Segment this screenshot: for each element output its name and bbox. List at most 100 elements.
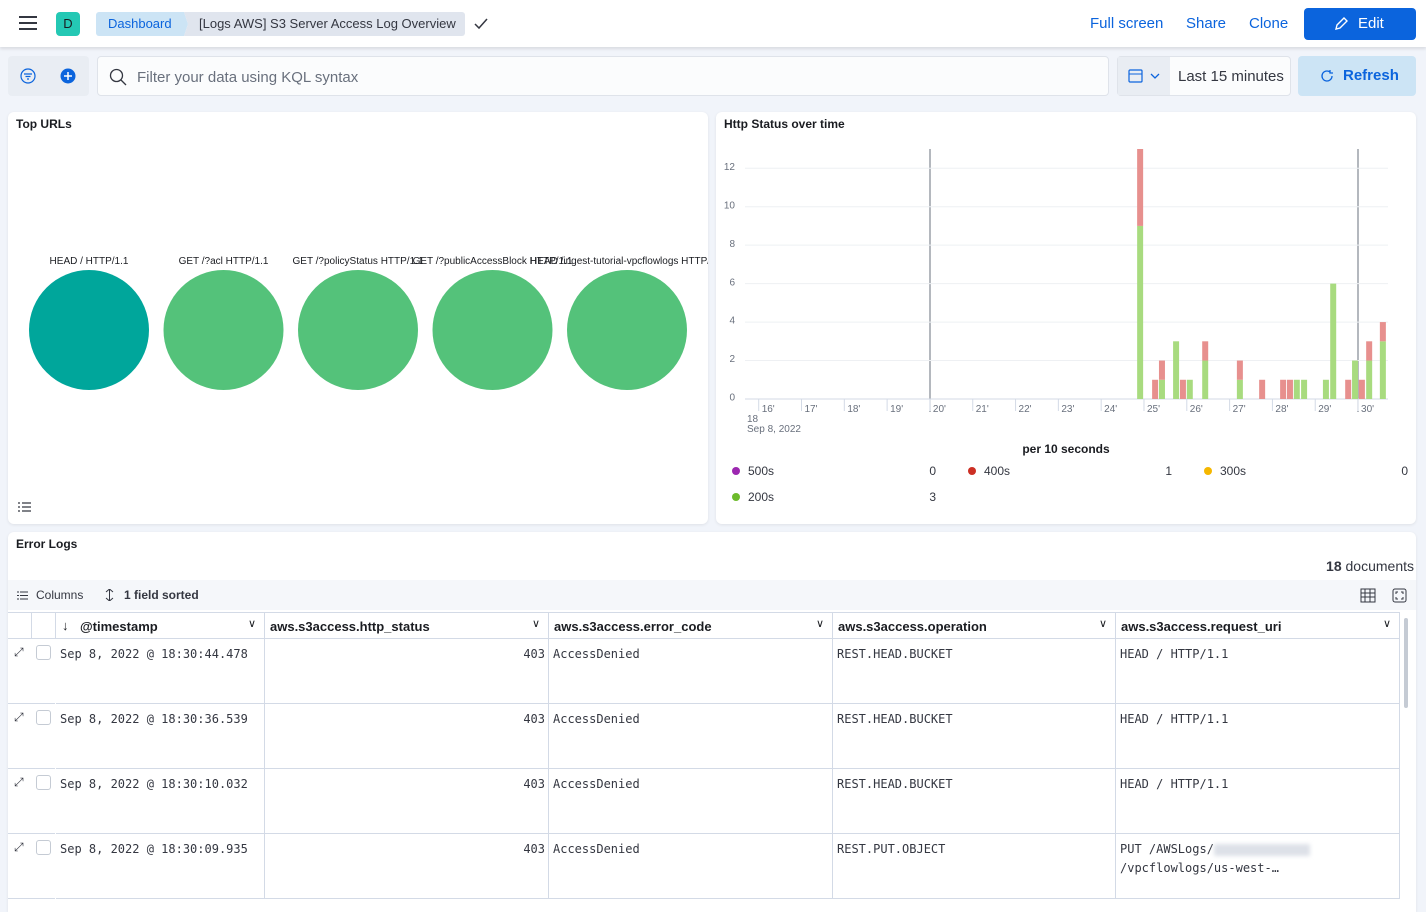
bar — [1352, 360, 1359, 399]
cell-border — [55, 834, 56, 899]
row-checkbox[interactable] — [36, 645, 51, 660]
bar — [1293, 379, 1300, 399]
bar — [1259, 379, 1266, 399]
quick-menu[interactable] — [1118, 57, 1170, 95]
grid-cell: 403 — [523, 777, 545, 791]
bar — [1379, 322, 1386, 342]
panel-title: Top URLs — [16, 117, 72, 131]
bar — [1173, 341, 1180, 399]
expand-button[interactable]: ⤢ — [14, 645, 24, 659]
bar — [1345, 379, 1352, 399]
kql-input[interactable]: Filter your data using KQL syntax — [97, 56, 1109, 96]
x-tick-label: 22' — [1019, 404, 1032, 415]
expand-button[interactable]: ⤢ — [14, 710, 24, 724]
menu-icon[interactable] — [19, 16, 37, 30]
bar — [1179, 379, 1186, 399]
share-link[interactable]: Share — [1186, 15, 1227, 32]
expand-button[interactable]: ⤢ — [14, 775, 24, 789]
bar — [1158, 379, 1165, 399]
error-logs-panel: Error Logs 18 documents Columns 1 field … — [8, 532, 1416, 912]
cell-border — [1399, 769, 1400, 834]
uri-part: /vpcflowlogs/us-west-… — [1120, 861, 1279, 875]
bubble-label: HEAD /ingest-tutorial-vpcflowlogs HTTP/1… — [530, 256, 708, 267]
x-tick-label: 29' — [1318, 404, 1331, 415]
bubble — [432, 270, 553, 390]
column-menu: ∨ — [247, 618, 256, 630]
space-badge[interactable]: D — [56, 12, 80, 36]
cell-border — [1399, 834, 1400, 899]
x-tick-label: 30' — [1361, 404, 1374, 415]
cell-border — [55, 769, 56, 834]
bar — [1322, 379, 1329, 399]
panel-title: Error Logs — [16, 537, 78, 551]
column-name: @timestamp — [80, 619, 158, 634]
x-tick-label: 20' — [933, 404, 946, 415]
grid-row: ⤢ Sep 8, 2022 @ 18:30:36.539 403 AccessDeni… — [8, 704, 1400, 769]
grid-row: ⤢ Sep 8, 2022 @ 18:30:09.935 403 AccessDeni… — [8, 834, 1400, 899]
grid-cell: REST.HEAD.BUCKET — [837, 647, 953, 661]
cell-border — [548, 639, 549, 704]
refresh-button[interactable]: Refresh — [1298, 56, 1416, 96]
cell-border — [548, 704, 549, 769]
legend-toggle[interactable] — [18, 502, 31, 514]
clone-link[interactable]: Clone — [1249, 15, 1289, 32]
bar — [1152, 379, 1159, 399]
bubble — [29, 270, 149, 390]
bar — [1280, 379, 1287, 399]
cell-border — [264, 834, 265, 899]
columns-button[interactable]: Columns — [36, 588, 84, 602]
redacted — [1213, 843, 1310, 856]
legend-label: 200s — [748, 490, 774, 504]
filter-icon[interactable] — [20, 68, 36, 84]
legend-dot — [968, 467, 976, 475]
cell-border — [832, 834, 833, 899]
bar — [1236, 360, 1243, 380]
grid-row: ⤢ Sep 8, 2022 @ 18:30:44.478 403 AccessDeni… — [8, 639, 1400, 704]
breadcrumb[interactable]: Dashboard — [96, 12, 188, 36]
calendar-icon — [1128, 69, 1160, 83]
refresh-icon — [1321, 70, 1333, 82]
column-name: aws.s3access.operation — [838, 619, 987, 634]
grid-toolbar: Columns 1 field sorted — [8, 580, 1416, 610]
row-checkbox[interactable] — [36, 775, 51, 790]
expand-button[interactable]: ⤢ — [14, 840, 24, 854]
cell-border — [548, 769, 549, 834]
bar — [1202, 341, 1209, 361]
x-tick-label: 25' — [1147, 404, 1160, 415]
fullscreen-icon[interactable] — [1392, 588, 1407, 603]
cell-border — [55, 704, 56, 769]
cell-border — [832, 769, 833, 834]
bar — [1158, 360, 1165, 380]
bar — [1236, 379, 1243, 399]
x-tick-label: 16' — [762, 404, 775, 415]
bar — [1202, 360, 1209, 399]
add-filter-icon[interactable] — [60, 68, 76, 84]
grid-cell: PUT /AWSLogs/ /vpcflowlogs/us-west-… — [1116, 834, 1400, 899]
column-header: aws.s3access.request_uri ∨ — [1116, 613, 1400, 639]
bar — [1186, 379, 1193, 399]
cell-border — [264, 704, 265, 769]
edit-button[interactable]: Edit — [1304, 8, 1416, 40]
check-icon[interactable] — [474, 18, 488, 30]
density-icon[interactable] — [1360, 588, 1376, 603]
grid-cell: AccessDenied — [553, 647, 640, 661]
sort-button[interactable]: 1 field sorted — [124, 588, 199, 602]
x-date-label: Sep 8, 2022 — [747, 424, 801, 435]
time-range: Last 15 minutes — [1178, 68, 1284, 85]
x-tick-label: 21' — [976, 404, 989, 415]
sort-arrow: ↓ — [62, 618, 69, 633]
bubble — [567, 270, 687, 390]
column-name: aws.s3access.http_status — [270, 619, 430, 634]
date-picker[interactable]: Last 15 minutes — [1117, 56, 1291, 96]
grid-cell: 403 — [523, 842, 545, 856]
legend-label: 400s — [984, 464, 1010, 478]
row-checkbox[interactable] — [36, 840, 51, 855]
cell-border — [1115, 639, 1116, 704]
fullscreen-link[interactable]: Full screen — [1090, 15, 1164, 32]
legend-value: 1 — [1165, 464, 1172, 478]
row-checkbox[interactable] — [36, 710, 51, 725]
x-tick-label: 23' — [1061, 404, 1074, 415]
y-tick-label: 2 — [729, 354, 735, 365]
bar — [1379, 341, 1386, 399]
